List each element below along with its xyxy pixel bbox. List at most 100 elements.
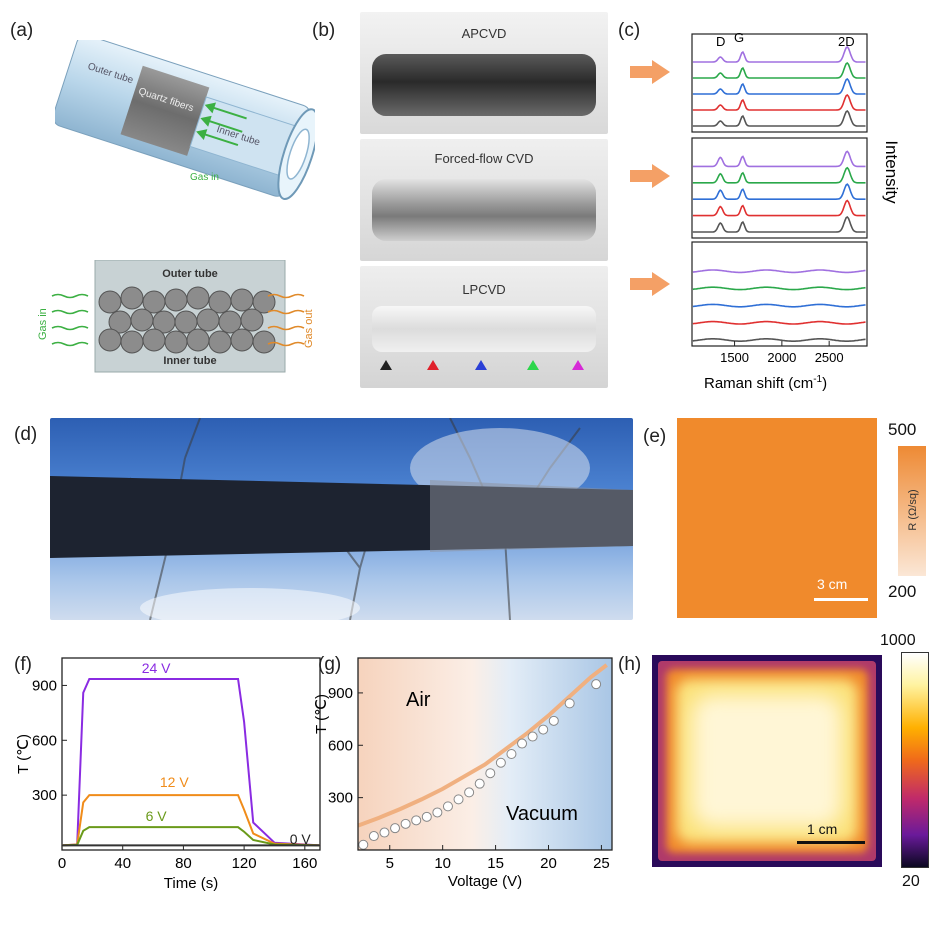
- data-point: [548, 715, 559, 726]
- raman-spectrum-line: [692, 199, 866, 217]
- panel-label-d: (d): [14, 424, 38, 445]
- panel-label-c: (c): [618, 20, 641, 41]
- xtick-label-g: 15: [487, 855, 504, 872]
- xtick-label-g: 20: [540, 855, 557, 872]
- raman-xtick-label: 1500: [720, 350, 749, 365]
- data-point: [506, 749, 517, 759]
- data-point: [485, 768, 496, 779]
- ytick-label-g: 600: [328, 737, 353, 754]
- xtick-label-g: 10: [434, 855, 451, 872]
- raman-spectrum-line: [692, 183, 866, 200]
- series-label-12v: 12 V: [160, 774, 189, 790]
- colorbar-e: [898, 446, 926, 576]
- scalebar-h-label: 1 cm: [807, 821, 838, 837]
- panel-label-b: (b): [312, 20, 336, 41]
- series-line-12v: [61, 794, 321, 847]
- ylabel-f: T (℃): [15, 734, 32, 774]
- raman-spectrum-line: [692, 109, 866, 127]
- fit-curve: [357, 663, 608, 828]
- film-outdoor-photo: [50, 418, 633, 620]
- marker-3: [475, 360, 487, 370]
- data-point: [564, 698, 575, 709]
- xtick-label-g: 5: [386, 855, 394, 872]
- raman-spectrum-line: [692, 215, 866, 233]
- data-point: [379, 827, 390, 838]
- data-point: [432, 807, 443, 818]
- gas-in-3d-text: Gas in: [190, 172, 219, 183]
- raman-xtick-label: 2500: [815, 350, 844, 365]
- data-point: [421, 811, 432, 822]
- marker-5: [572, 360, 584, 370]
- cross-inner-tube: Inner tube: [163, 355, 216, 367]
- cross-gas-in: Gas in: [37, 308, 49, 340]
- raman-ylabel: Intensity: [882, 140, 901, 204]
- xtick-label-f: 0: [58, 855, 66, 872]
- cbar-h-min: 20: [902, 873, 920, 890]
- raman-xtick-label: 2000: [767, 350, 796, 365]
- series-line-6v: [61, 826, 321, 847]
- colorbar-h: [901, 652, 929, 868]
- marker-2: [427, 360, 439, 370]
- sheet-resistance-map: 3 cm: [677, 418, 877, 618]
- xtick-label-f: 160: [292, 855, 317, 872]
- background-gradient-g: [358, 658, 612, 850]
- temperature-time-chart: 0 40 80 120 160 300 600 900 Time (s) T (℃) 24 V 12 …: [15, 657, 321, 892]
- plot-frame-g: [357, 657, 613, 851]
- marker-1: [380, 360, 392, 370]
- panel-label-f: (f): [14, 654, 32, 675]
- panel-label-g: (g): [318, 654, 342, 675]
- marker-4: [527, 360, 539, 370]
- ytick-label-g: 300: [328, 790, 353, 807]
- arrow-1: [630, 60, 670, 84]
- peak-label-g: G: [734, 30, 744, 45]
- temperature-voltage-chart: 5 10 15 20 25 300 600 900 Voltage (V) T (℃) Air Vac…: [313, 657, 613, 890]
- series-label-6v: 6 V: [146, 808, 168, 824]
- raman-spectrum-line: [692, 166, 866, 184]
- xtick-label-f: 120: [232, 855, 257, 872]
- raman-xlabel: Raman shift (cm-1): [704, 374, 827, 392]
- raman-spectrum-line: [692, 286, 866, 291]
- panel-label-a: (a): [10, 20, 34, 41]
- raman-spectrum-line: [692, 77, 866, 95]
- photo-apcvd-label: APCVD: [461, 26, 507, 41]
- photo-forced-flow-label: Forced-flow CVD: [434, 151, 534, 166]
- raman-spectrum-line: [692, 61, 866, 79]
- cbar-e-label: R (Ω/sq): [907, 489, 919, 531]
- scalebar-e-label: 3 cm: [817, 576, 848, 592]
- data-point: [442, 801, 453, 812]
- xtick-label-f: 40: [114, 855, 131, 872]
- data-point: [495, 757, 506, 768]
- xtick-label-f: 80: [175, 855, 192, 872]
- xlabel-g: Voltage (V): [448, 873, 522, 890]
- scalebar-e: [814, 598, 868, 601]
- lpcvd-tube: [372, 306, 596, 352]
- ytick-label-f: 900: [32, 677, 57, 694]
- cbar-e-max: 500: [888, 420, 917, 439]
- ylabel-g: T (℃): [313, 694, 330, 734]
- raman-spectrum-line: [692, 45, 866, 63]
- data-point: [538, 724, 549, 735]
- raman-spectrum-line: [692, 150, 866, 168]
- raman-box-1: [691, 33, 868, 133]
- raman-spectrum-line: [692, 338, 866, 342]
- arrow-3: [630, 272, 670, 296]
- panel-label-e: (e): [643, 426, 667, 447]
- xtick-label-g: 25: [593, 855, 610, 872]
- tube-cross-section: Outer tube Inner tube Gas in Gas out: [20, 259, 315, 385]
- data-point: [517, 738, 528, 749]
- panel-label-h: (h): [618, 654, 642, 675]
- region-label-vacuum: Vacuum: [506, 803, 578, 825]
- data-point: [390, 823, 401, 834]
- data-point: [591, 679, 602, 690]
- raman-box-3: [691, 241, 868, 347]
- ytick-label-g: 900: [328, 685, 353, 702]
- plot-frame-f: [61, 657, 321, 851]
- xlabel-f: Time (s): [164, 875, 218, 892]
- raman-spectra-chart: 1500 2000 2500 D G 2D Intensity Raman shif…: [691, 30, 901, 392]
- scalebar-h: [797, 841, 865, 844]
- data-point: [400, 818, 411, 829]
- data-point: [464, 787, 475, 798]
- raman-spectrum-line: [692, 303, 866, 308]
- arrows-b-to-c: [630, 60, 670, 296]
- tube-3d-illustration: Outer tube Quartz fibers Inner tube Gas …: [55, 40, 315, 201]
